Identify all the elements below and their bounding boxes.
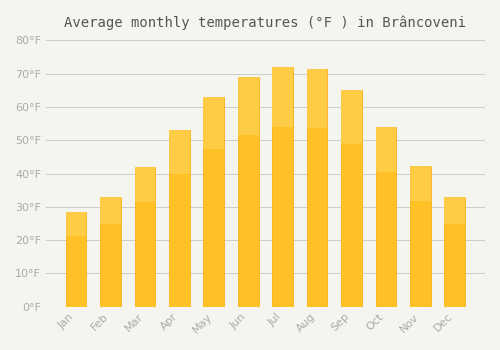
Bar — [238, 77, 258, 307]
Bar — [341, 90, 362, 307]
Bar — [204, 97, 224, 307]
Bar — [410, 166, 430, 307]
Bar — [376, 127, 396, 172]
Bar — [444, 196, 465, 307]
Bar — [134, 167, 156, 307]
Bar — [204, 97, 224, 149]
Bar — [306, 69, 328, 128]
Bar — [341, 90, 362, 144]
Title: Average monthly temperatures (°F ) in Brâncoveni: Average monthly temperatures (°F ) in Br… — [64, 15, 466, 29]
Bar — [306, 69, 328, 307]
Bar — [376, 127, 396, 307]
Bar — [66, 212, 86, 236]
Bar — [134, 167, 156, 202]
Bar — [169, 130, 190, 174]
Bar — [444, 196, 465, 224]
Bar — [169, 130, 190, 307]
Bar — [100, 196, 121, 307]
Bar — [272, 67, 293, 127]
Bar — [410, 166, 430, 201]
Bar — [66, 212, 86, 307]
Bar — [272, 67, 293, 307]
Bar — [100, 196, 121, 224]
Bar — [238, 77, 258, 135]
